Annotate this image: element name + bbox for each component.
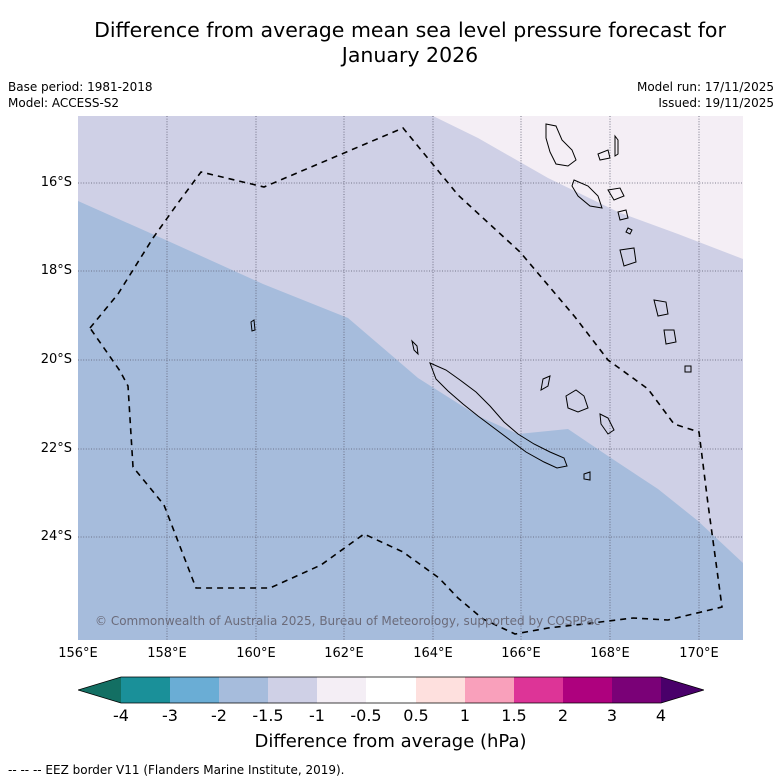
island-aneityum — [684, 365, 692, 373]
colorbar-bin-9 — [514, 677, 563, 703]
colorbar-bin-6 — [366, 677, 416, 703]
lat-label-20s: 20°S — [40, 352, 72, 367]
lat-label-24s: 24°S — [40, 529, 72, 544]
title-line-2: January 2026 — [341, 43, 479, 67]
island-epi — [617, 209, 629, 221]
colorbar-bin-10 — [563, 677, 612, 703]
colorbar-bin-7 — [416, 677, 465, 703]
colorbar-tick: -3 — [162, 706, 178, 725]
lon-label-164e: 164°E — [413, 646, 453, 661]
colorbar-bin-3 — [219, 677, 268, 703]
island-tanna — [663, 329, 677, 345]
colorbar-label: Difference from average (hPa) — [254, 731, 527, 752]
island-ambrym — [607, 187, 625, 201]
colorbar-arrow-high — [661, 677, 704, 703]
map-title: Difference from average mean sea level p… — [40, 18, 780, 68]
lon-label-168e: 168°E — [590, 646, 630, 661]
model-run: Model run: 17/11/2025 — [636, 80, 774, 94]
colorbar-bin-5 — [317, 677, 366, 703]
colorbar-tick: -4 — [113, 706, 129, 725]
colorbar-tick: 1 — [459, 706, 471, 725]
field-band-lightest — [433, 116, 743, 259]
map-panel — [78, 116, 743, 640]
colorbar — [76, 676, 706, 704]
island-small-vanuatu — [625, 227, 633, 235]
lat-label-18s: 18°S — [40, 263, 72, 278]
colorbar-tick: -1.5 — [252, 706, 284, 725]
eez-footnote: -- -- -- EEZ border V11 (Flanders Marine… — [8, 763, 345, 777]
colorbar-tick: -0.5 — [350, 706, 382, 725]
colorbar-bin-1 — [121, 677, 170, 703]
meta-right: Model run: 17/11/2025 Issued: 19/11/2025 — [637, 79, 774, 111]
colorbar-bin-2 — [170, 677, 219, 703]
island-efate — [619, 247, 637, 267]
colorbar-bin-4 — [268, 677, 317, 703]
colorbar-tick: 4 — [655, 706, 667, 725]
colorbar-tick: 2 — [557, 706, 569, 725]
colorbar-tick: 0.5 — [403, 706, 429, 725]
island-pentecost — [614, 134, 619, 157]
island-maewo — [597, 149, 611, 161]
colorbar-tick: -2 — [211, 706, 227, 725]
lon-label-162e: 162°E — [324, 646, 364, 661]
colorbar-arrow-low — [78, 677, 121, 703]
lon-label-170e: 170°E — [679, 646, 719, 661]
field-band-darker — [78, 201, 743, 640]
colorbar-tick: 3 — [606, 706, 618, 725]
island-lifou — [565, 389, 589, 413]
island-erromango — [653, 299, 669, 317]
island-ouvea — [540, 375, 551, 391]
lon-label-156e: 156°E — [58, 646, 98, 661]
colorbar-tick: -1 — [309, 706, 325, 725]
meta-left: Base period: 1981-2018 Model: ACCESS-S2 — [8, 79, 153, 111]
colorbar-bin-8 — [465, 677, 514, 703]
colorbar-tick: 1.5 — [501, 706, 527, 725]
island-malakula — [571, 179, 603, 209]
model-name: Model: ACCESS-S2 — [8, 96, 120, 110]
lat-label-16s: 16°S — [40, 175, 72, 190]
graticule — [78, 116, 743, 640]
lon-label-166e: 166°E — [501, 646, 541, 661]
lat-label-22s: 22°S — [40, 441, 72, 456]
island-chesterfield — [250, 319, 256, 332]
island-espiritu-santo — [545, 123, 577, 167]
island-new-caledonia — [429, 362, 568, 469]
colorbar-bin-11 — [612, 677, 661, 703]
map-svg — [78, 116, 743, 640]
lon-label-158e: 158°E — [147, 646, 187, 661]
title-line-1: Difference from average mean sea level p… — [94, 18, 726, 42]
island-isle-of-pines — [583, 471, 591, 481]
colorbar-svg — [76, 676, 706, 704]
issued-date: Issued: 19/11/2025 — [658, 96, 774, 110]
eez-border — [88, 127, 723, 635]
lon-label-160e: 160°E — [236, 646, 276, 661]
copyright-notice: © Commonwealth of Australia 2025, Bureau… — [95, 614, 601, 628]
base-period: Base period: 1981-2018 — [8, 80, 153, 94]
island-mare — [599, 413, 615, 435]
island-belep — [411, 339, 419, 356]
